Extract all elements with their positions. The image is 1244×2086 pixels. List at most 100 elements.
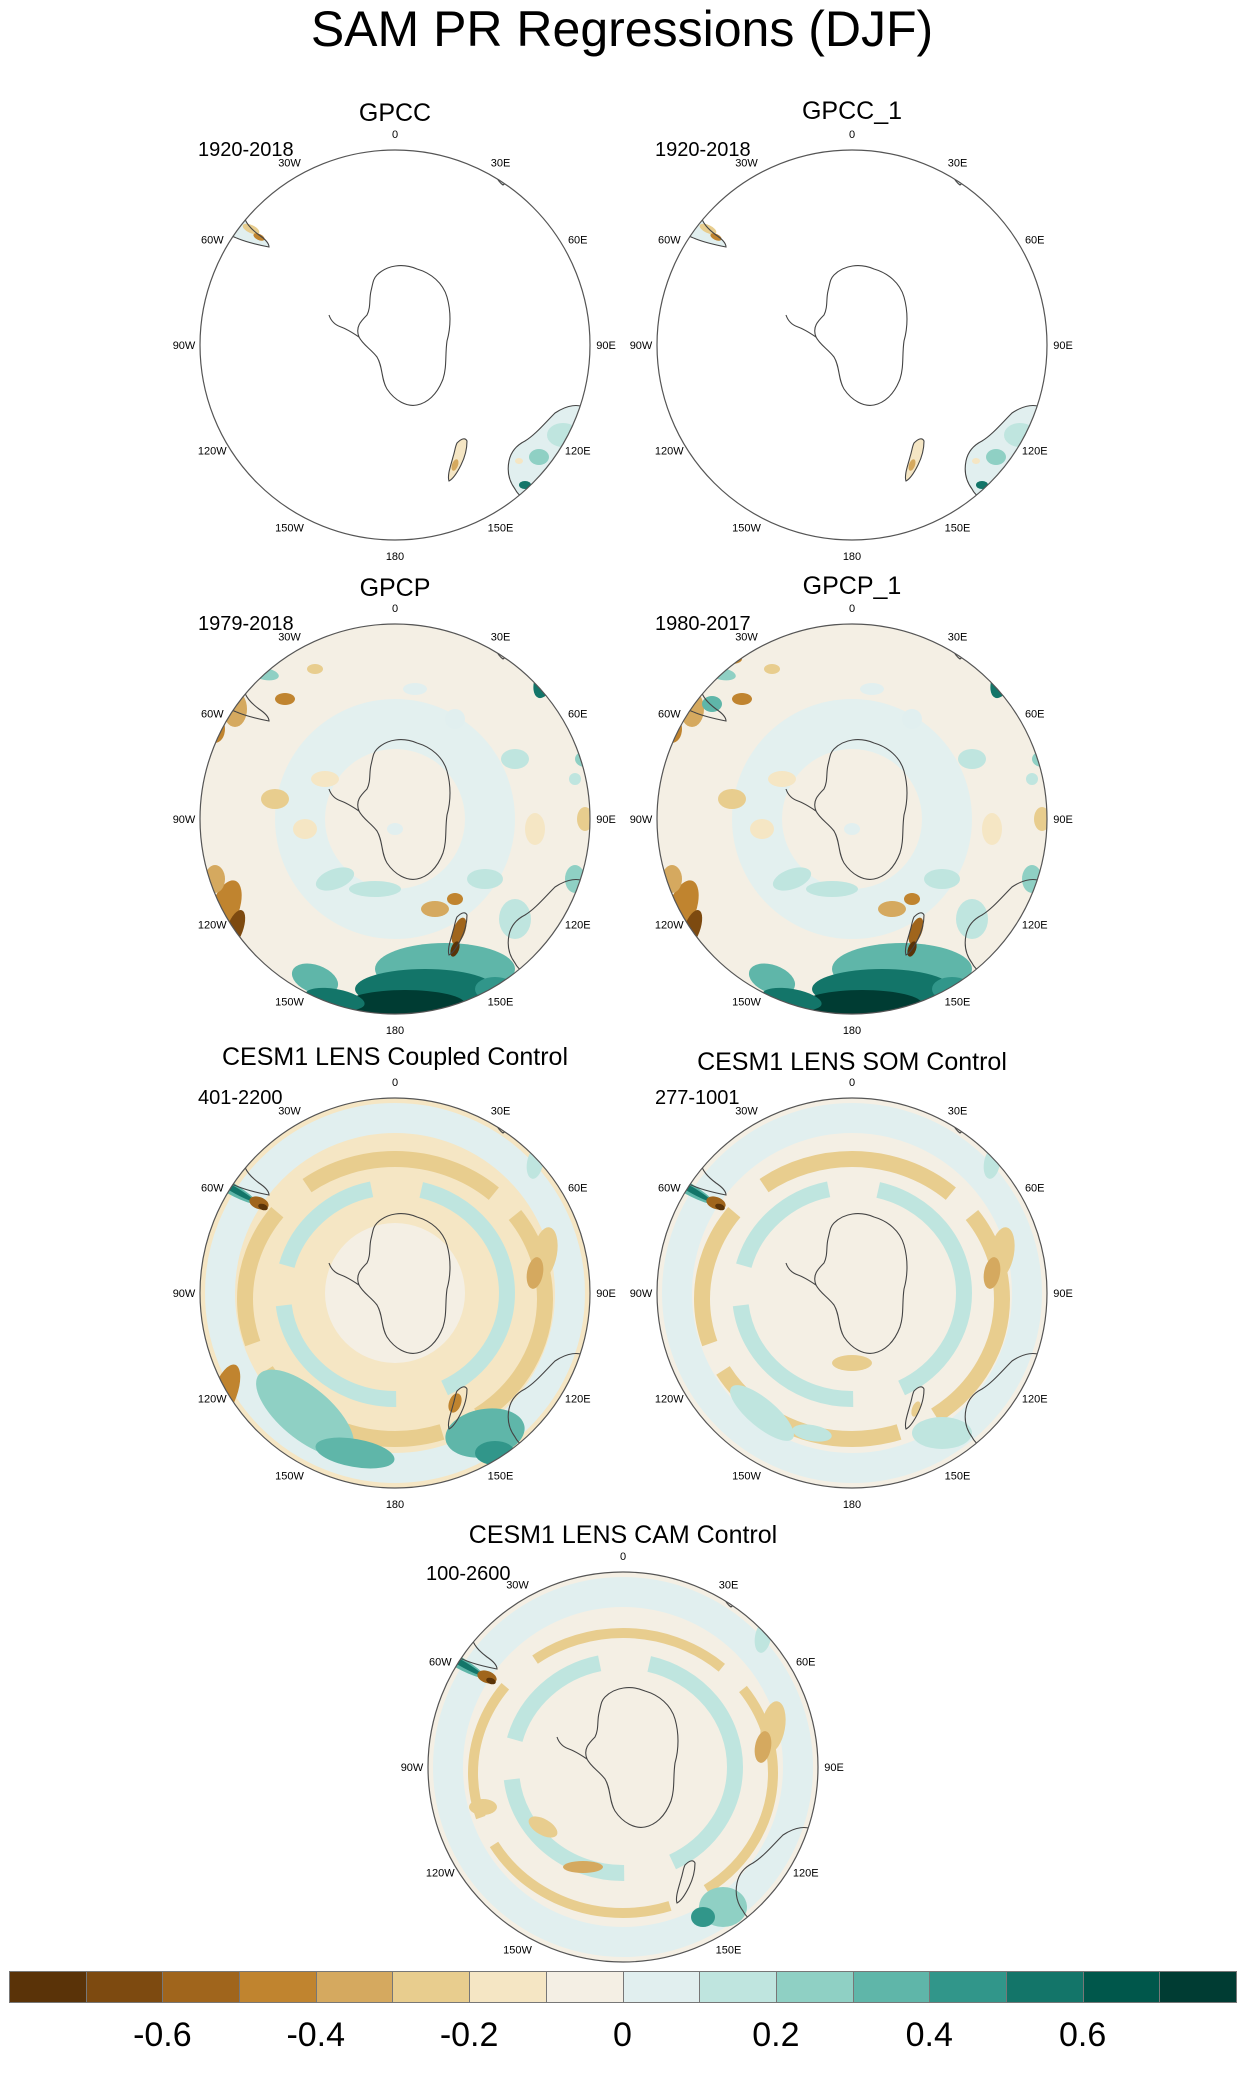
- panel-title-gpcp: GPCP: [359, 574, 431, 602]
- panel-period-gpcp: 1979-2018: [198, 613, 294, 635]
- precip-anomaly-blob: [902, 709, 922, 729]
- longitude-label: 90E: [596, 814, 616, 826]
- longitude-label: 30W: [735, 1105, 758, 1117]
- precip-anomaly-blob: [684, 169, 692, 181]
- longitude-label: 60E: [568, 709, 588, 721]
- madagascar-outline: [773, 1585, 786, 1608]
- precip-anomaly-blob: [764, 664, 780, 674]
- longitude-label: 150W: [275, 997, 304, 1009]
- tasmania-outline: [762, 1919, 771, 1927]
- madagascar-fill: [546, 164, 557, 185]
- colorbar-segment: [699, 1971, 777, 2003]
- longitude-label: 0: [849, 129, 855, 141]
- longitude-label: 60W: [658, 709, 681, 721]
- colorbar-segment: [315, 1971, 394, 2003]
- map-field: [657, 150, 1047, 540]
- precip-anomaly-blob: [315, 867, 355, 891]
- precip-anomaly-blob: [525, 813, 545, 845]
- tasmania-outline: [991, 1445, 1000, 1453]
- dry-ring: [468, 1628, 778, 1918]
- tasmania-outline: [991, 497, 1000, 505]
- longitude-label: 90E: [824, 1762, 844, 1774]
- precip-anomaly-blob: [754, 1731, 772, 1763]
- longitude-label: 120E: [565, 920, 591, 932]
- colorbar-tick-label: 0.4: [905, 2016, 953, 2054]
- panel-period-gpcc-1: 1920-2018: [655, 139, 751, 161]
- precip-anomaly-blob: [528, 1816, 558, 1838]
- antarctic-peninsula-outline: [785, 788, 817, 812]
- longitude-label: 30W: [735, 631, 758, 643]
- map-boundary: [199, 149, 591, 541]
- precip-anomaly-blob: [844, 823, 860, 835]
- tasmania-outline: [534, 1445, 543, 1453]
- inner-wet-ring: [275, 1179, 515, 1407]
- precip-anomaly-blob: [205, 865, 225, 893]
- precip-anomaly-blob: [691, 1907, 715, 1927]
- longitude-label: 120E: [793, 1868, 819, 1880]
- anomaly-core: [782, 749, 922, 889]
- precip-anomaly-blob: [718, 789, 746, 809]
- antarctica-outline: [814, 739, 908, 880]
- inner-wet-ring: [732, 1179, 972, 1407]
- figure-title: SAM PR Regressions (DJF): [310, 1, 934, 57]
- outer-wet-ring: [205, 1103, 585, 1483]
- longitude-label: 0: [392, 129, 398, 141]
- colorbar-tick-label: -0.6: [133, 2016, 192, 2054]
- africa-data: [481, 150, 557, 185]
- longitude-label: 60E: [1025, 1183, 1045, 1195]
- precip-anomaly-blob: [403, 683, 427, 695]
- longitude-label: 150E: [488, 523, 514, 535]
- longitude-label: 30E: [719, 1579, 739, 1591]
- colorbar-tick-label: -0.4: [286, 2016, 346, 2054]
- antarctic-peninsula-outline: [785, 1262, 817, 1286]
- precip-anomaly-blob: [569, 773, 581, 785]
- precip-anomaly-blob: [200, 199, 224, 219]
- precip-anomaly-blob: [657, 199, 681, 219]
- panel-title-gpcc-1: GPCC_1: [801, 97, 903, 125]
- longitude-label: 120E: [565, 1394, 591, 1406]
- panel-title-coupled: CESM1 LENS Coupled Control: [222, 1043, 568, 1071]
- precip-anomaly-blob: [239, 644, 271, 664]
- longitude-label: 30E: [948, 157, 968, 169]
- panel-period-som: 277-1001: [655, 1087, 740, 1109]
- outer-wet-ring: [662, 1103, 1042, 1483]
- precip-anomaly-blob: [577, 413, 589, 437]
- longitude-label: 60E: [568, 235, 588, 247]
- panel-title-gpcc: GPCC: [358, 99, 432, 127]
- map-gpcp-1: 0 30E 60E 90E 120E 150E 180 150W 120W 90W 60W 30W: [630, 603, 1073, 1037]
- longitude-label: 120W: [426, 1868, 455, 1880]
- longitude-label: 60W: [429, 1657, 452, 1669]
- precip-anomaly-blob: [976, 481, 988, 489]
- longitude-label: 90E: [596, 1288, 616, 1300]
- map-field: [200, 150, 590, 540]
- precip-anomaly-blob: [1026, 773, 1038, 785]
- outer-wet-ring: [433, 1577, 813, 1957]
- map-som: 0 30E 60E 90E 120E 150E 180 150W 120W 90W 60W 30W: [630, 1077, 1073, 1511]
- longitude-label: 120E: [1022, 446, 1048, 458]
- longitude-label: 30E: [491, 1105, 511, 1117]
- longitude-label: 60E: [568, 1183, 588, 1195]
- longitude-label: 90E: [1053, 340, 1073, 352]
- longitude-label: 120W: [198, 1394, 227, 1406]
- precip-anomaly-blob: [227, 169, 235, 181]
- colorbar-segment: [852, 1971, 931, 2003]
- longitude-label: 60W: [658, 1183, 681, 1195]
- precip-anomaly-blob: [792, 624, 832, 625]
- longitude-label: 90E: [596, 340, 616, 352]
- precip-anomaly-blob: [662, 865, 682, 893]
- longitude-label: 180: [386, 1025, 404, 1037]
- colorbar-segment: [162, 1971, 241, 2003]
- map-boundary: [427, 1571, 819, 1963]
- precip-anomaly-blob: [577, 807, 590, 831]
- longitude-label: 150W: [503, 1945, 532, 1957]
- longitude-label: 60W: [658, 235, 681, 247]
- longitude-label: 0: [392, 1077, 398, 1089]
- longitude-label: 0: [849, 603, 855, 615]
- precip-anomaly-blob: [772, 867, 812, 891]
- antarctic-peninsula-outline: [328, 1262, 360, 1286]
- precip-anomaly-blob: [692, 1129, 712, 1157]
- longitude-label: 180: [386, 551, 404, 563]
- precip-anomaly-blob: [261, 789, 289, 809]
- precip-anomaly-blob: [235, 1129, 255, 1157]
- longitude-label: 150W: [275, 523, 304, 535]
